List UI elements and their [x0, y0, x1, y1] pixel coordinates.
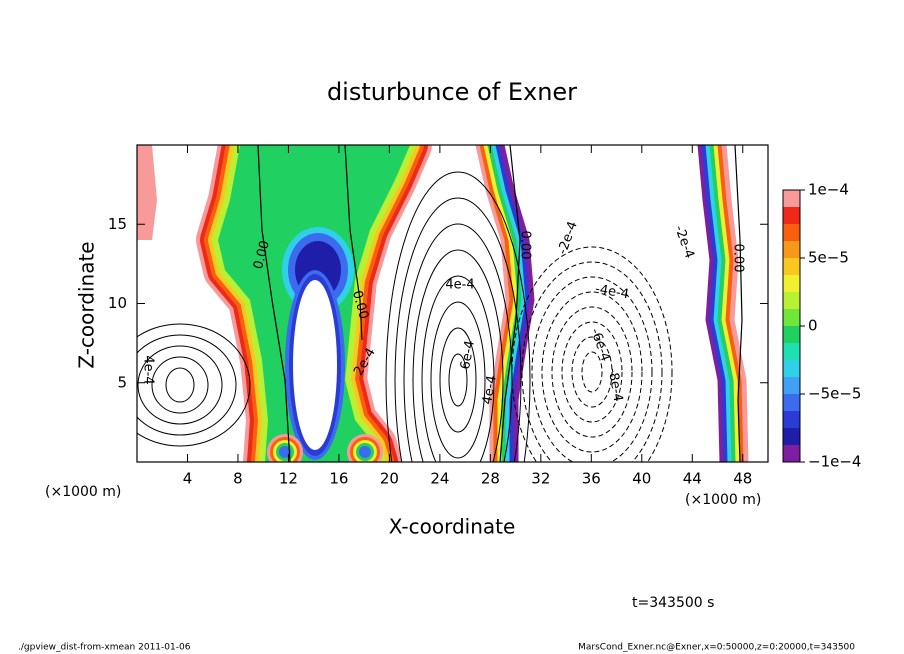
colorbar-segment	[783, 428, 800, 445]
colorbar-segment	[783, 224, 800, 241]
contour-label: 0.00	[251, 239, 273, 271]
y-tick-label: 15	[108, 215, 127, 233]
contour-line	[137, 345, 223, 425]
x-tick-label: 32	[531, 470, 550, 488]
contour-line	[521, 261, 663, 462]
colorbar-tick-label: −1e−4	[808, 453, 861, 471]
x-tick-label: 40	[632, 470, 651, 488]
colorbar-segment	[783, 309, 800, 326]
x-tick-label: 28	[481, 470, 500, 488]
colorbar-segment	[783, 326, 800, 343]
x-tick-label: 48	[733, 470, 752, 488]
colorbar-segment	[783, 360, 800, 377]
y-unit-label: (×1000 m)	[45, 484, 121, 500]
contour-line	[385, 171, 531, 462]
contour-line	[421, 275, 495, 462]
colorbar-segment	[783, 292, 800, 309]
contour-line	[581, 351, 603, 393]
contour-line	[439, 327, 477, 433]
shaded-band	[483, 145, 519, 462]
colorbar-segment	[783, 190, 800, 207]
colorbar-tick-label: 0	[808, 317, 818, 335]
contour-line	[448, 353, 468, 407]
contour-line	[734, 145, 743, 462]
colorbar-tick-label: 5e−5	[808, 249, 849, 267]
contour-line	[137, 323, 251, 447]
contour-line	[165, 367, 195, 403]
colorbar-segment	[783, 343, 800, 360]
y-tick-label: 10	[108, 294, 127, 312]
contour-line	[403, 223, 513, 462]
shaded-band	[499, 145, 535, 462]
contour-line	[151, 356, 209, 414]
footer-left: ./gpview_dist-from-xmean 2011-01-06	[18, 643, 191, 653]
contour-line	[257, 145, 291, 462]
x-tick-label: 16	[329, 470, 348, 488]
footer-right: MarsCond_Exner.nc@Exner,x=0:50000,z=0:20…	[578, 643, 855, 653]
contour-line	[430, 301, 486, 459]
contour-line	[394, 197, 522, 462]
time-label: t=343500 s	[632, 595, 714, 611]
shaded-band	[713, 145, 741, 462]
x-unit-label: (×1000 m)	[685, 492, 761, 508]
shaded-band	[701, 145, 729, 462]
contour-line	[551, 306, 633, 438]
contour-label: 4e-4	[141, 355, 156, 384]
colorbar-segment	[783, 258, 800, 275]
contour-line	[511, 246, 673, 462]
x-tick-label: 4	[183, 470, 193, 488]
contour-line	[571, 336, 613, 408]
contour-label: 0.00	[731, 244, 746, 273]
colorbar-segment	[783, 275, 800, 292]
colorbar-segment	[783, 394, 800, 411]
colorbar-tick-label: 1e−4	[808, 181, 849, 199]
x-tick-label: 8	[233, 470, 243, 488]
contour-label: 0.00	[349, 289, 371, 321]
shaded-band	[475, 145, 511, 462]
y-tick-label: 5	[117, 373, 127, 391]
contour-label: 6e-4	[458, 339, 478, 370]
contour-line	[137, 334, 237, 436]
contour-line	[541, 291, 643, 453]
y-axis-label: Z-coordinate	[75, 241, 99, 368]
colorbar-segment	[783, 241, 800, 258]
x-tick-label: 36	[582, 470, 601, 488]
shaded-region	[359, 446, 371, 458]
colorbar-tick-label: −5e−5	[808, 385, 861, 403]
shaded-region	[137, 145, 157, 240]
colorbar-segment	[783, 377, 800, 394]
contour-label: 0.00	[518, 231, 533, 260]
shaded-band	[721, 145, 749, 462]
contour-label: 4e-4	[480, 374, 500, 405]
shaded-band	[705, 145, 733, 462]
x-tick-label: 24	[430, 470, 449, 488]
x-tick-label: 44	[683, 470, 702, 488]
contour-label: -8e-4	[605, 367, 626, 403]
x-tick-label: 12	[279, 470, 298, 488]
shaded-band	[487, 145, 523, 462]
colorbar-segment	[783, 411, 800, 428]
contour-line	[561, 321, 623, 423]
contour-line	[344, 145, 363, 341]
shaded-region	[293, 280, 337, 450]
shaded-band	[479, 145, 515, 462]
plot-area	[137, 145, 749, 462]
contour-line	[531, 276, 653, 462]
contour-line	[499, 145, 521, 462]
shaded-band	[709, 145, 737, 462]
colorbar-segment	[783, 445, 800, 462]
x-tick-label: 20	[380, 470, 399, 488]
chart-title: disturbunce of Exner	[327, 78, 577, 106]
contour-line	[412, 249, 504, 462]
x-axis-label: X-coordinate	[389, 515, 516, 539]
shaded-band	[697, 145, 725, 462]
contour-label: 4e-4	[445, 278, 474, 293]
shaded-band	[717, 145, 745, 462]
contour-label: -4e-4	[594, 282, 630, 303]
colorbar-segment	[783, 207, 800, 224]
